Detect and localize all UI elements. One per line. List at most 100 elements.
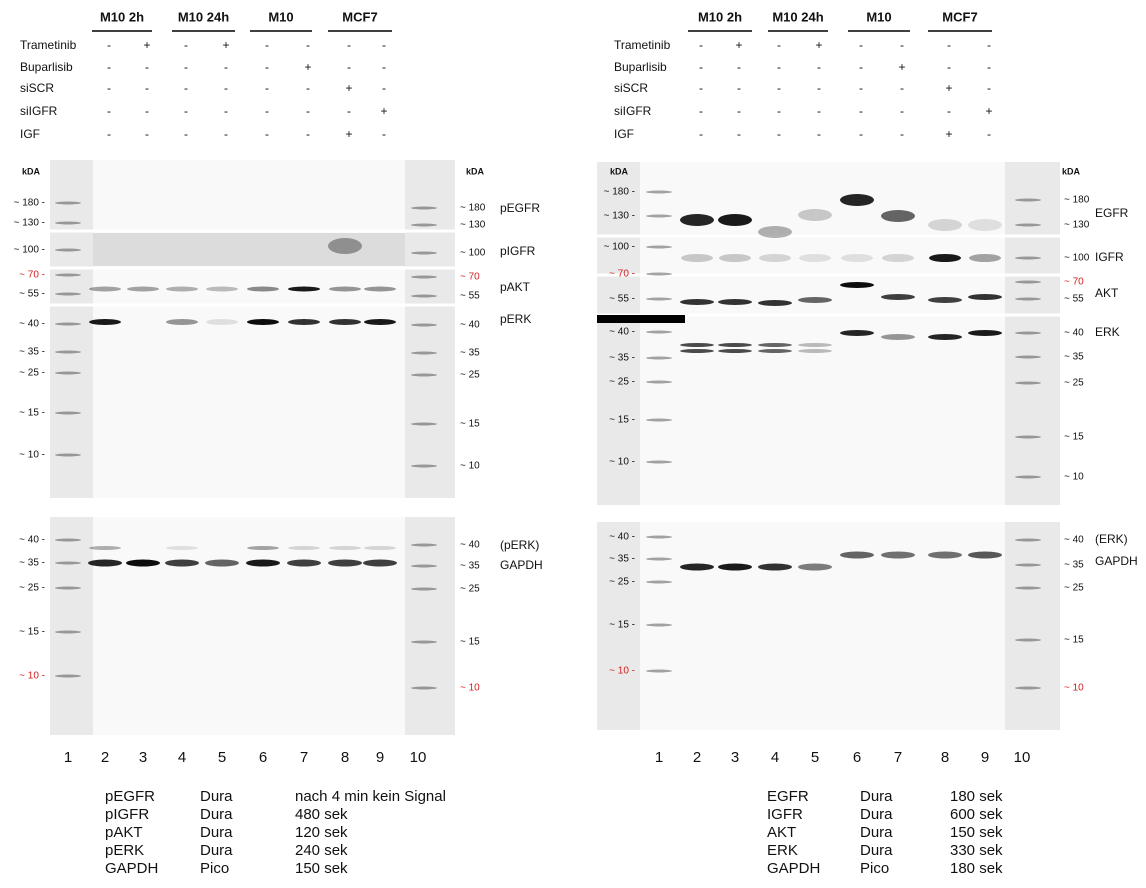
treatment-sign: -: [145, 104, 149, 118]
lane-number: 10: [1014, 749, 1031, 766]
band: [968, 219, 1002, 231]
marker-label: ~ 70 -: [19, 270, 45, 281]
exposure-cell: nach 4 min kein Signal: [295, 788, 446, 805]
ladder-band: [1015, 297, 1041, 301]
exposure-cell: 600 sek: [950, 806, 1003, 823]
lane-number: 8: [941, 749, 949, 766]
ladder-band: [411, 422, 437, 426]
exposure-cell: pEGFR: [105, 788, 155, 805]
treatment-sign: -: [900, 104, 904, 118]
treatment-sign: -: [699, 104, 703, 118]
treatment-sign: -: [987, 81, 991, 95]
band: [841, 254, 873, 262]
treatment-sign: -: [817, 81, 821, 95]
treatment-sign: -: [859, 127, 863, 141]
ladder-band: [646, 669, 672, 673]
marker-label: ~ 15 -: [19, 408, 45, 419]
blot: [50, 160, 455, 498]
band: [89, 286, 121, 292]
treatment-sign: -: [265, 104, 269, 118]
band: [126, 559, 160, 567]
treatment-name: siSCR: [614, 81, 648, 95]
ladder-band: [646, 330, 672, 334]
treatment-sign: -: [859, 38, 863, 52]
exposure-cell: ERK: [767, 842, 798, 859]
marker-label: ~ 25: [1064, 583, 1084, 594]
treatment-sign: -: [224, 81, 228, 95]
treatment-sign: -: [184, 104, 188, 118]
treatment-sign: -: [184, 38, 188, 52]
band: [718, 214, 752, 226]
treatment-sign: -: [347, 38, 351, 52]
blot: [50, 517, 455, 735]
band: [758, 300, 792, 306]
band: [680, 343, 714, 347]
exposure-cell: pERK: [105, 842, 144, 859]
exposure-cell: GAPDH: [767, 860, 820, 877]
treatment-sign: -: [987, 38, 991, 52]
treatment-sign: -: [145, 81, 149, 95]
band: [88, 559, 122, 567]
band: [798, 563, 832, 571]
lane-number: 3: [139, 749, 147, 766]
ladder-band: [411, 564, 437, 568]
lane-number: 5: [811, 749, 819, 766]
marker-label: ~ 130: [1064, 220, 1090, 231]
exposure-cell: Dura: [860, 806, 893, 823]
group-header: M10 2h: [100, 9, 144, 24]
lane-number: 2: [693, 749, 701, 766]
exposure-cell: AKT: [767, 824, 796, 841]
ladder-band: [1015, 381, 1041, 385]
treatment-sign: +: [815, 38, 822, 52]
treatment-sign: -: [107, 127, 111, 141]
band: [206, 319, 238, 325]
band: [928, 551, 962, 559]
ladder-band: [55, 538, 81, 542]
exposure-cell: pIGFR: [105, 806, 149, 823]
exposure-cell: 120 sek: [295, 824, 348, 841]
marker-label: ~ 100 -: [604, 242, 635, 253]
treatment-name: IGF: [614, 127, 634, 141]
marker-label: ~ 40 -: [19, 319, 45, 330]
treatment-sign: -: [145, 60, 149, 74]
ladder-band: [55, 292, 81, 296]
treatment-sign: -: [306, 81, 310, 95]
exposure-cell: 330 sek: [950, 842, 1003, 859]
treatment-sign: -: [900, 38, 904, 52]
marker-label: ~ 35: [460, 561, 480, 572]
band: [329, 319, 361, 325]
ladder-band: [55, 201, 81, 205]
treatment-sign: +: [985, 104, 992, 118]
band: [928, 334, 962, 340]
ladder-band: [411, 351, 437, 355]
marker-lane: [1005, 162, 1060, 505]
band: [328, 238, 362, 254]
kda-label: kDA: [1062, 166, 1081, 176]
lane-number: 5: [218, 749, 226, 766]
marker-label: ~ 130 -: [604, 211, 635, 222]
marker-label: ~ 40 -: [609, 532, 635, 543]
ladder-band: [411, 223, 437, 227]
band: [840, 194, 874, 206]
treatment-sign: -: [347, 104, 351, 118]
band: [680, 214, 714, 226]
marker-label: ~ 10: [460, 461, 480, 472]
ladder-band: [411, 640, 437, 644]
band: [719, 254, 751, 262]
band: [287, 559, 321, 567]
band: [680, 349, 714, 353]
band: [680, 299, 714, 305]
band: [288, 286, 320, 292]
exposure-cell: Dura: [200, 842, 233, 859]
treatment-name: Buparlisib: [614, 60, 667, 74]
marker-label: ~ 180 -: [604, 187, 635, 198]
ladder-band: [646, 460, 672, 464]
group-header: M10: [866, 9, 891, 24]
treatment-name: siIGFR: [614, 104, 652, 118]
marker-label: ~ 15 -: [609, 620, 635, 631]
treatment-sign: -: [382, 60, 386, 74]
treatment-sign: -: [265, 127, 269, 141]
marker-lane: [50, 517, 93, 735]
marker-label: ~ 35 -: [609, 554, 635, 565]
